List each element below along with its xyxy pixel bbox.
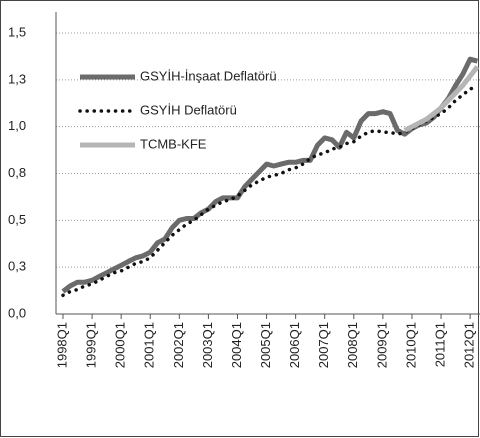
x-tick-label: 2012Q1 bbox=[462, 322, 477, 368]
y-tick-label: 0,3 bbox=[8, 259, 26, 274]
x-tick-label: 2010Q1 bbox=[403, 322, 418, 368]
x-tick-label: 2007Q1 bbox=[316, 322, 331, 368]
x-tick-label: 1999Q1 bbox=[84, 322, 99, 368]
x-tick-label: 1998Q1 bbox=[54, 322, 69, 368]
y-tick-label: 0,8 bbox=[8, 165, 26, 180]
x-tick-label: 2006Q1 bbox=[287, 322, 302, 368]
x-tick-label: 2004Q1 bbox=[229, 322, 244, 368]
legend-label: GSYİH-İnşaat Deflatörü bbox=[140, 68, 277, 83]
x-tick-label: 2003Q1 bbox=[200, 322, 215, 368]
y-tick-label: 1,5 bbox=[8, 24, 26, 39]
y-tick-label: 0,0 bbox=[8, 305, 26, 320]
legend-label: GSYİH Deflatörü bbox=[140, 102, 237, 117]
x-tick-label: 2008Q1 bbox=[345, 322, 360, 368]
series-line bbox=[61, 83, 480, 298]
legend-label: TCMB-KFE bbox=[140, 136, 207, 151]
y-tick-label: 1,3 bbox=[8, 71, 26, 86]
x-tick-label: 2005Q1 bbox=[258, 322, 273, 368]
x-tick-label: 2011Q1 bbox=[432, 322, 447, 367]
x-tick-label: 2009Q1 bbox=[374, 322, 389, 368]
x-tick-label: 2000Q1 bbox=[113, 322, 128, 368]
x-tick-label: 2002Q1 bbox=[171, 322, 186, 368]
y-tick-label: 0,5 bbox=[8, 212, 26, 227]
y-tick-label: 1,0 bbox=[8, 118, 26, 133]
x-tick-label: 2001Q1 bbox=[142, 322, 157, 368]
series-line bbox=[403, 65, 480, 133]
